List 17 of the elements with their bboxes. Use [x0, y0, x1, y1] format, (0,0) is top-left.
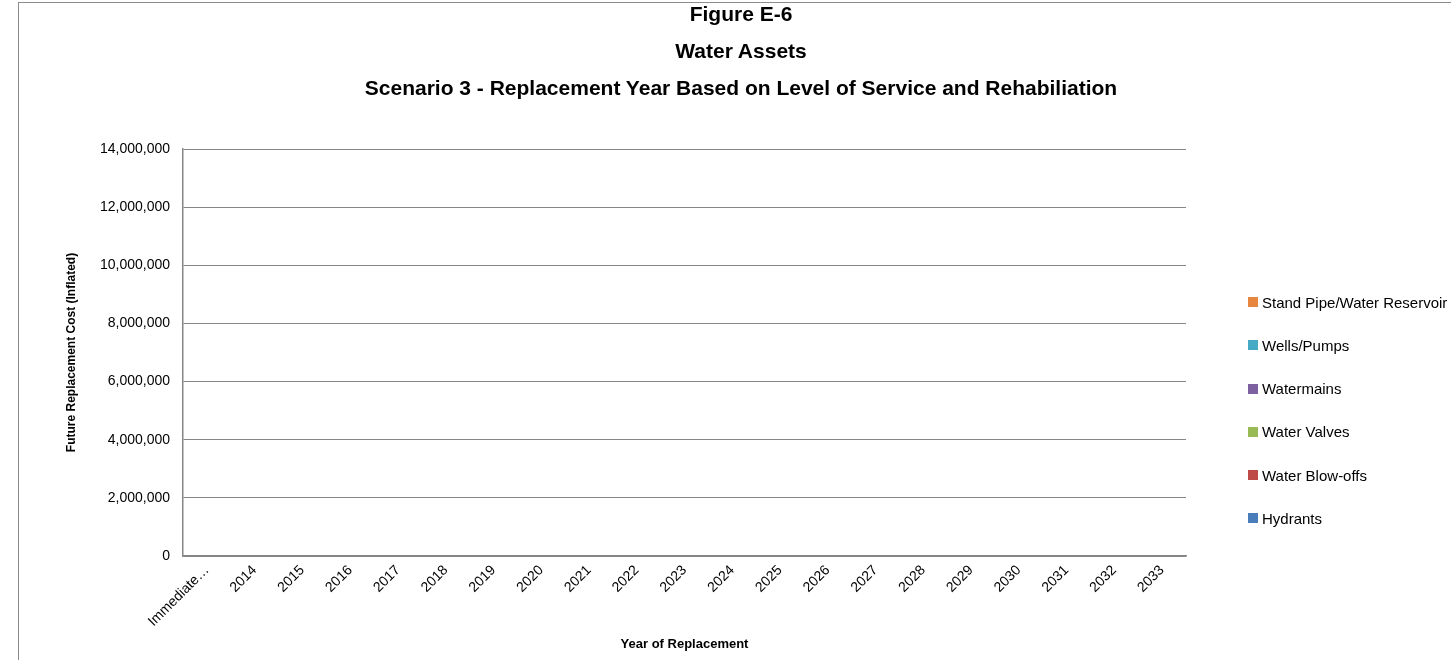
y-tick-label: 2,000,000 [107, 488, 171, 505]
y-tick-label: 0 [162, 546, 171, 563]
legend-label: Stand Pipe/Water Reservoir [1262, 293, 1448, 311]
y-tick-label: 8,000,000 [107, 314, 171, 331]
y-tick-label: 12,000,000 [99, 198, 171, 214]
legend-label: Watermains [1262, 380, 1342, 398]
x-axis-title: Year of Replacement [620, 635, 750, 651]
legend-label: Wells/Pumps [1262, 336, 1350, 354]
y-tick-label: 10,000,000 [99, 256, 171, 273]
y-axis-title: Future Replacement Cost (Inflated) [63, 252, 78, 453]
y-tick-label: 6,000,000 [107, 372, 171, 389]
legend-label: Water Blow-offs [1262, 466, 1368, 484]
y-tick-label: 4,000,000 [107, 430, 171, 447]
legend-label: Water Valves [1262, 423, 1350, 441]
chart-title: Figure E-6 Water Assets Scenario 3 - Replacement Year Based on Level of Service and Rehabiliation [363, 2, 1119, 100]
y-tick-label: 14,000,000 [99, 139, 171, 156]
legend-label: Hydrants [1262, 509, 1323, 527]
